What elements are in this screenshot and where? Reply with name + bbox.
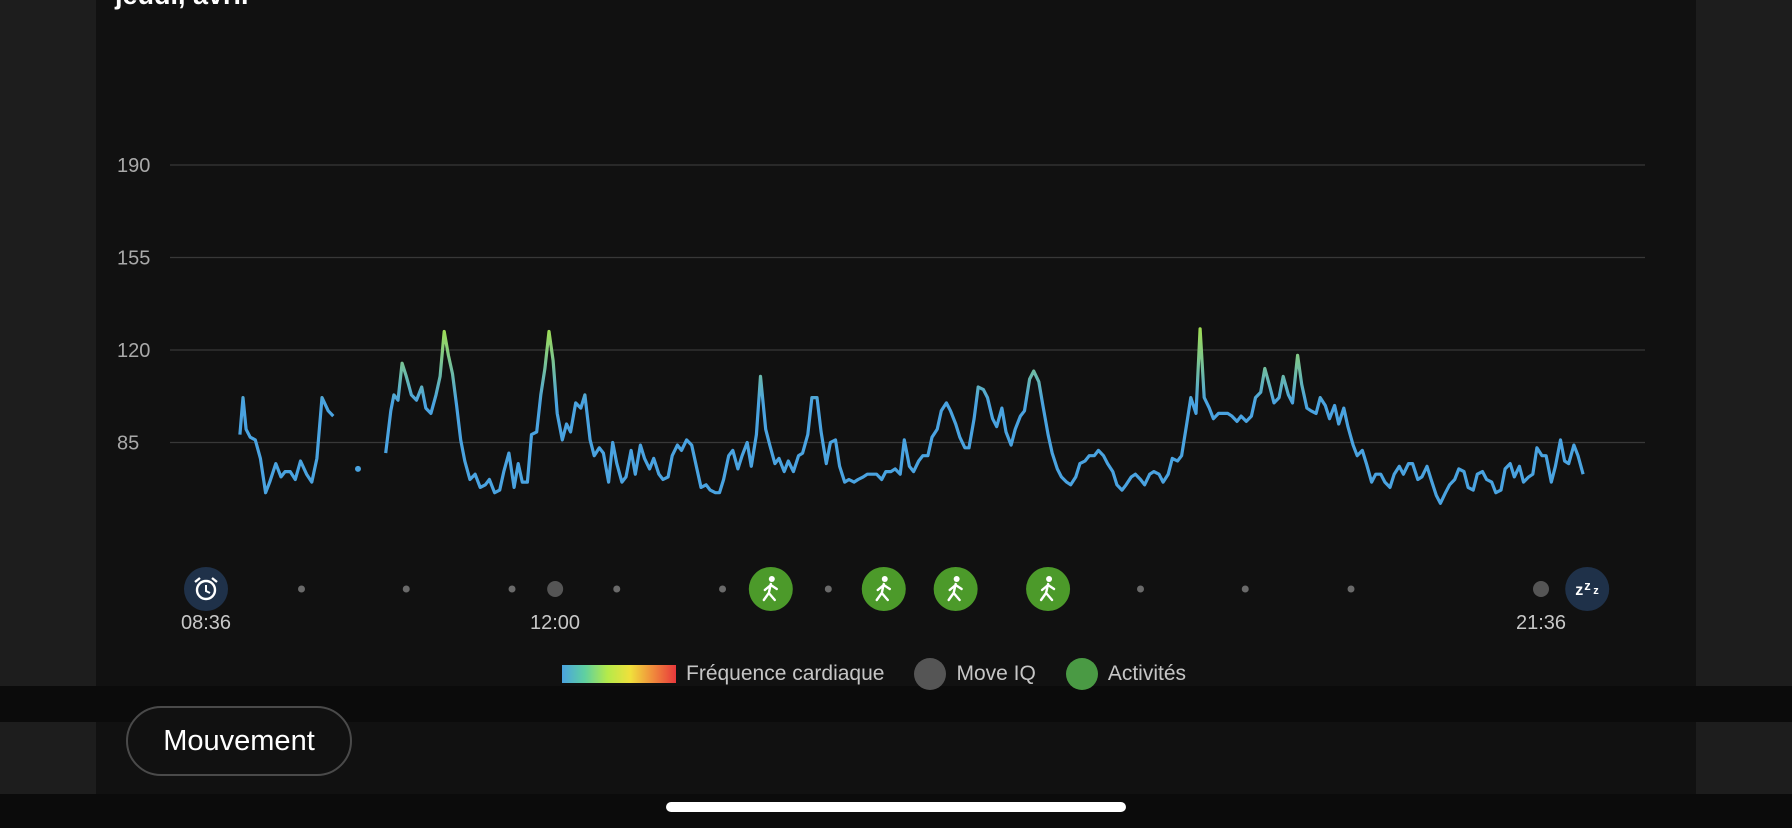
y-tick-label-155: 155	[117, 248, 150, 270]
y-tick-label-120: 120	[117, 340, 150, 362]
right-side-band	[1696, 0, 1792, 686]
timeline-dot-8	[1241, 585, 1249, 593]
left-side-band	[0, 0, 96, 686]
timeline-dot-2	[508, 585, 516, 593]
walking-icon	[762, 576, 779, 602]
timeline-dot-4	[719, 585, 727, 593]
legend-move-iq: Move IQ	[914, 658, 1036, 690]
timeline-dot-5	[824, 585, 832, 593]
sleep-marker	[1565, 567, 1610, 611]
move-iq-swatch	[914, 658, 947, 690]
timeline-dot-0	[298, 585, 306, 593]
legend-heart-rate: Fréquence cardiaque	[562, 662, 884, 686]
legend-move-iq-label: Move IQ	[956, 662, 1036, 685]
alarm-clock-icon	[194, 577, 218, 601]
hr-line-segment-2	[384, 327, 1585, 505]
x-tick-label-2: 21:36	[1516, 612, 1566, 634]
x-tick-label-0: 08:36	[181, 612, 231, 634]
walking-icon	[947, 576, 963, 602]
bottom-panel	[96, 722, 1696, 794]
move-iq-marker	[547, 581, 564, 597]
timeline-dot-7	[1137, 585, 1144, 593]
timeline-dot-1	[402, 585, 410, 593]
move-iq-marker	[1533, 581, 1549, 597]
chart-legend: Fréquence cardiaque Move IQ Activités	[562, 658, 1216, 690]
legend-activities: Activités	[1065, 658, 1187, 690]
walking-icon	[1039, 576, 1056, 602]
legend-activities-label: Activités	[1107, 662, 1187, 685]
legend-heart-rate-label: Fréquence cardiaque	[686, 662, 885, 685]
page-title: jeudi, avril	[115, 0, 249, 11]
sleep-zzz-icon-3: z	[1593, 585, 1599, 597]
y-tick-label-85: 85	[117, 433, 139, 455]
walking-icon	[875, 576, 891, 602]
heart-rate-gradient-swatch	[562, 665, 676, 683]
sleep-zzz-icon: z	[1575, 582, 1583, 599]
y-tick-label-190: 190	[117, 155, 150, 177]
activities-swatch	[1065, 658, 1098, 690]
bottom-right-band	[1696, 722, 1792, 794]
bottom-left-band	[0, 722, 96, 794]
home-indicator[interactable]	[666, 802, 1126, 812]
timeline-dot-3	[613, 585, 621, 593]
timeline-dot-9	[1347, 585, 1355, 593]
mouvement-button[interactable]: Mouvement	[126, 706, 352, 776]
sleep-zzz-icon-2: z	[1584, 578, 1591, 593]
x-tick-label-1: 12:00	[530, 612, 580, 634]
hr-point-1	[354, 465, 361, 472]
hr-line-segment-0	[238, 396, 335, 495]
